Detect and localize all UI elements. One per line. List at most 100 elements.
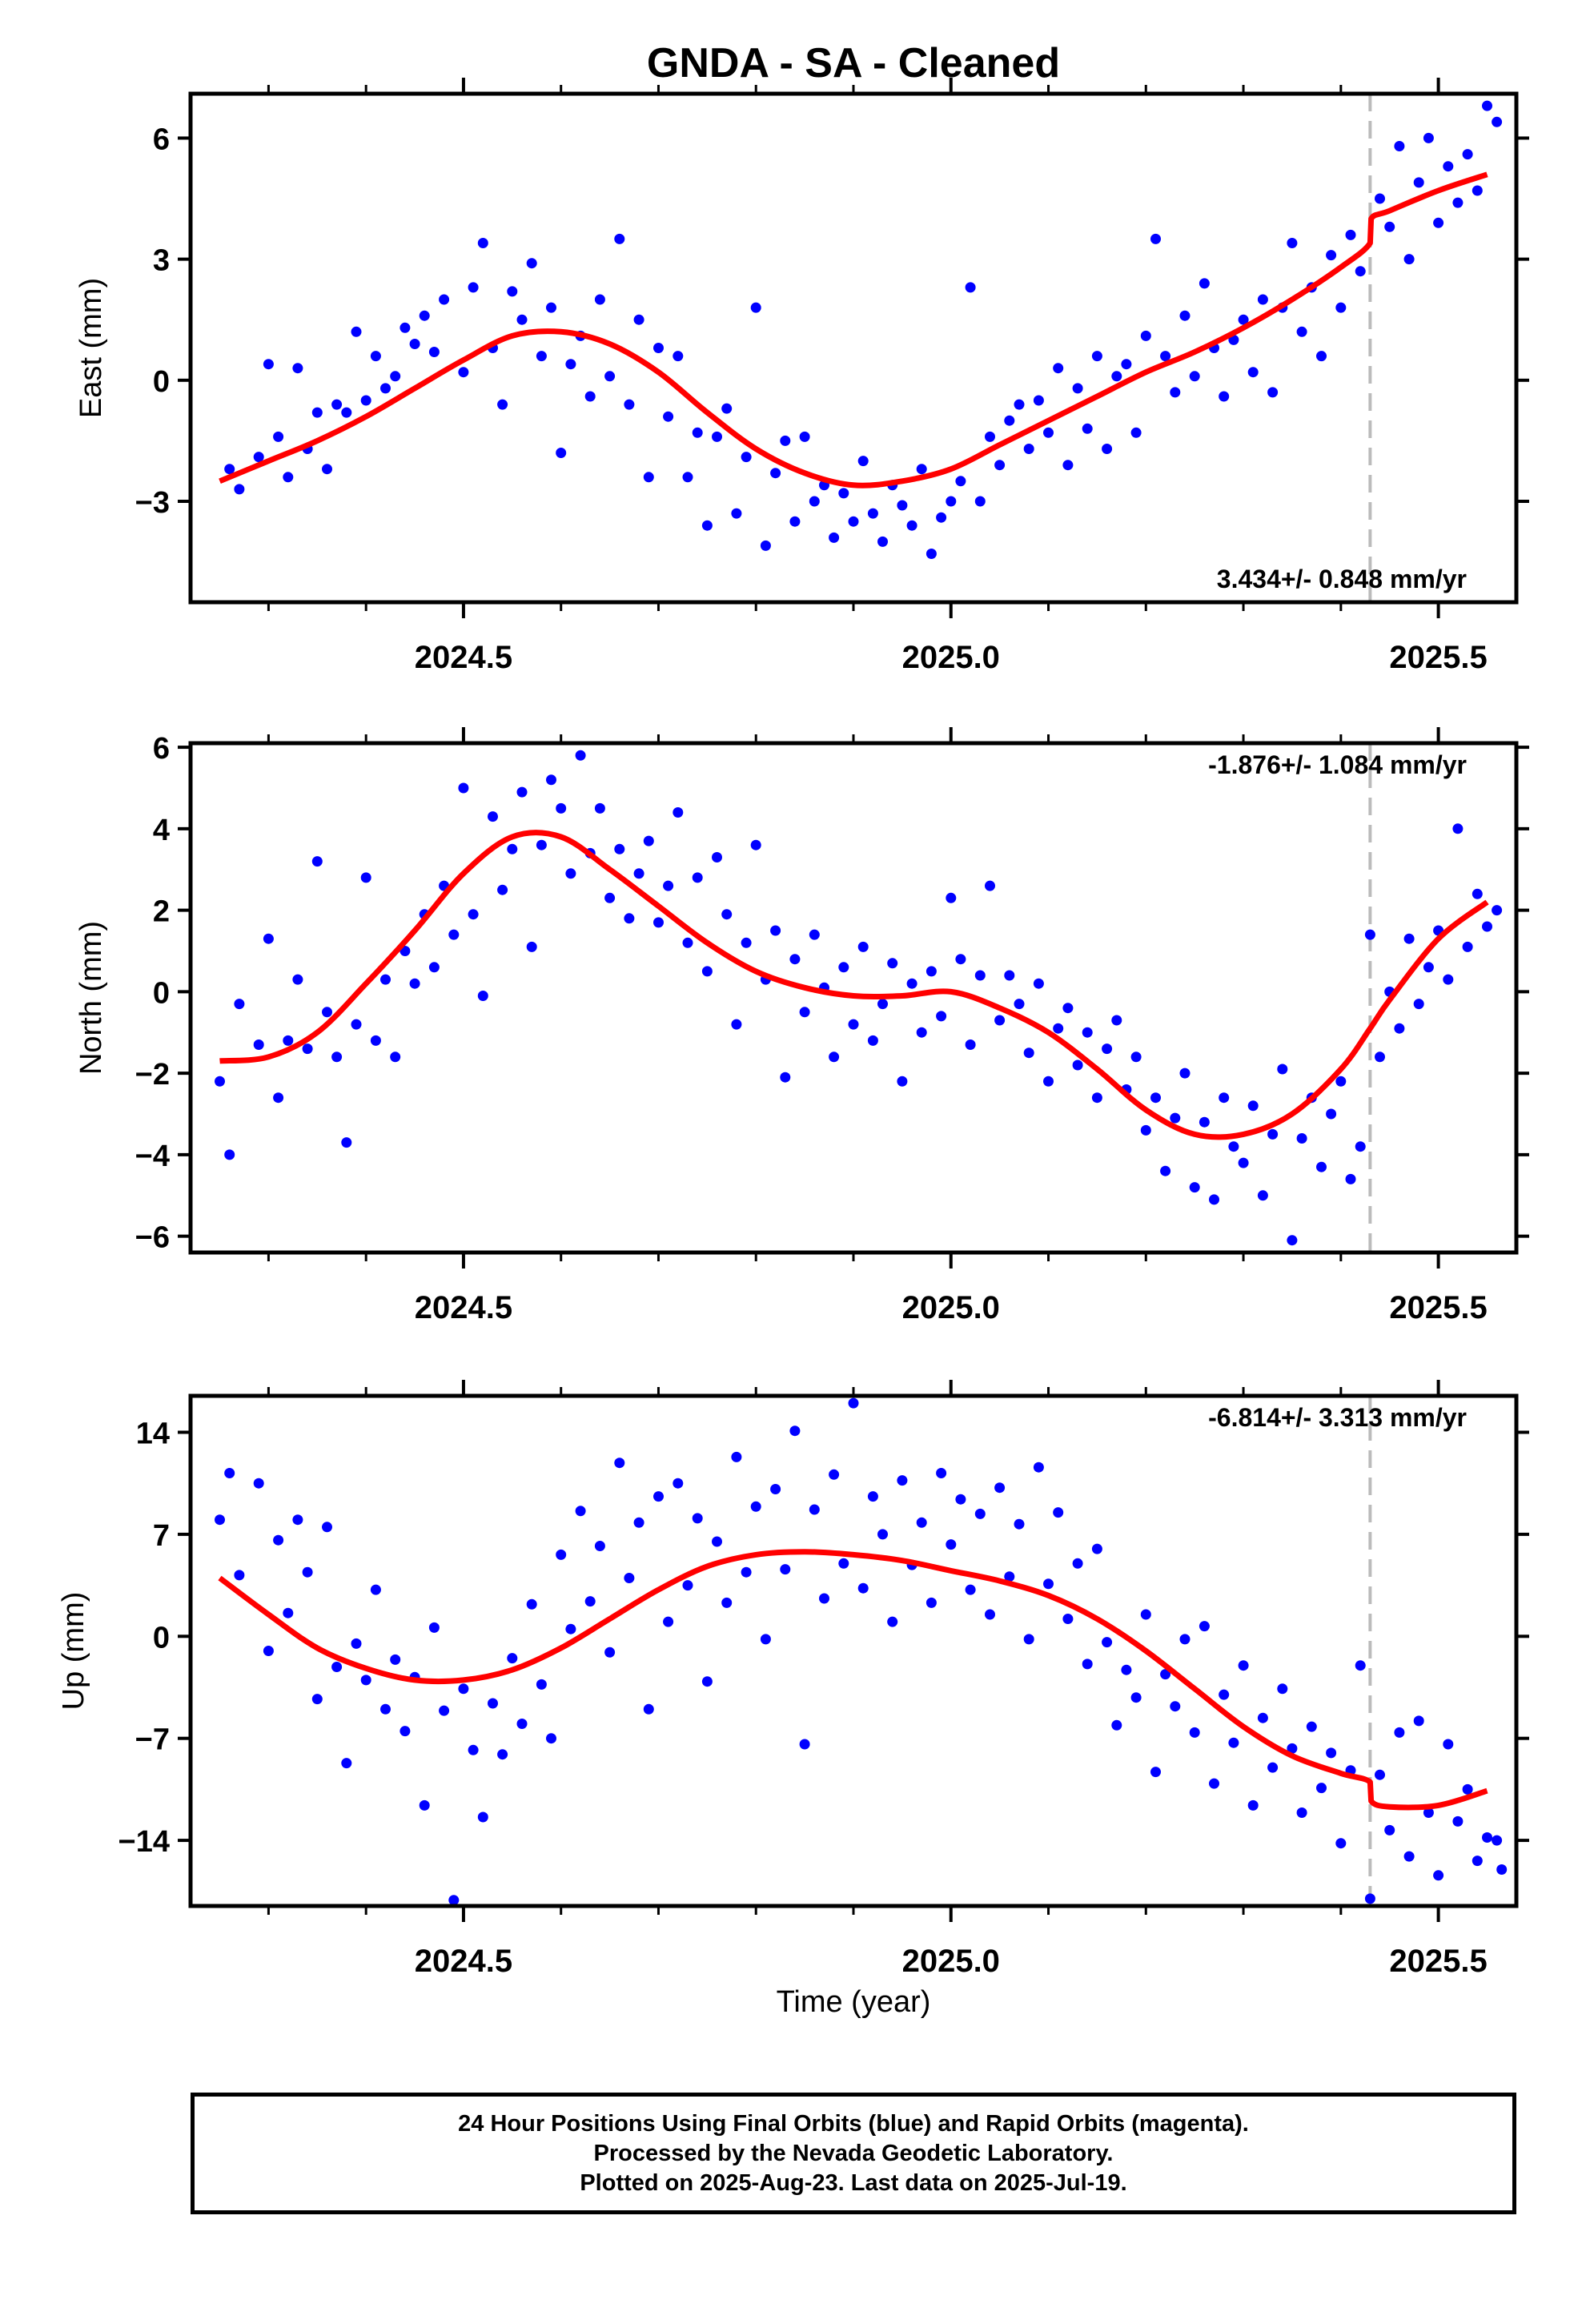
up-data-point [1306,1721,1317,1732]
east-data-point [1140,330,1151,341]
north-data-point [857,941,869,952]
east-data-point [1082,423,1093,434]
east-data-point [546,302,556,313]
east-data-point [955,476,966,487]
east-xtick-label: 2024.5 [415,640,512,675]
north-data-point [965,1039,976,1050]
east-data-point [1452,197,1464,208]
up-data-point [360,1675,371,1686]
up-data-point [1492,1835,1503,1846]
up-data-point [439,1705,450,1716]
east-data-point [1355,266,1366,277]
up-data-point [565,1623,576,1634]
east-xtick-label: 2025.0 [902,640,1000,675]
up-data-point [468,1744,479,1755]
up-data-point [1247,1799,1259,1811]
east-data-point [1413,177,1424,188]
east-ylabel: East (mm) [74,278,108,418]
up-data-point [614,1458,625,1469]
east-data-point [809,496,820,507]
north-data-point [1413,999,1424,1010]
north-data-point [311,856,323,867]
east-data-point [701,520,713,531]
east-data-point [916,464,927,475]
north-data-point [789,954,801,965]
east-data-point [604,371,616,382]
east-data-point [1345,229,1356,240]
north-data-point [215,1076,225,1087]
up-data-point [1102,1637,1113,1648]
north-data-point [273,1092,284,1104]
up-data-point [263,1646,274,1656]
up-data-point [331,1662,343,1672]
up-xtick-label: 2025.5 [1389,1944,1487,1979]
east-data-point [906,520,917,531]
east-data-point [633,314,644,325]
up-data-point [1130,1692,1142,1703]
east-data-point [1247,367,1259,378]
north-ytick-label: −6 [135,1221,170,1255]
up-data-point [1482,1832,1492,1843]
north-data-point [594,802,605,814]
east-data-point [946,496,957,507]
east-data-point [682,472,693,483]
north-data-point [1345,1173,1356,1184]
east-data-point [965,282,976,293]
east-rate-label: 3.434+/- 0.848 mm/yr [1217,565,1467,593]
north-data-point [234,999,245,1010]
north-data-point [283,1035,294,1046]
up-data-point [1375,1769,1385,1780]
east-data-point [1403,254,1415,265]
east-data-point [741,452,752,463]
time-axis-label: Time (year) [777,1985,931,2019]
east-data-point [1033,395,1044,406]
up-data-point [721,1597,733,1608]
north-data-point [565,868,576,879]
east-data-point [721,403,733,414]
east-data-point [351,326,362,337]
north-data-point [1364,929,1375,940]
up-rate-label: -6.814+/- 3.313 mm/yr [1208,1403,1467,1432]
east-data-point [1072,383,1083,394]
east-data-point [1121,359,1132,370]
east-panel: −3 0 3 6 2024.5 2025.0 2025.5 East (mm) 3.434+/-… [74,78,1529,675]
north-data-point [1023,1047,1034,1059]
north-data-point [1257,1190,1268,1201]
north-data-point [1423,962,1434,973]
north-data-point [370,1035,381,1046]
north-ytick-label: −2 [135,1058,170,1092]
up-points [215,1397,1508,1906]
east-data-point [273,431,284,442]
north-data-point [770,925,781,936]
north-data-point [1082,1027,1093,1038]
north-data-point [936,1011,947,1022]
east-data-point [390,371,401,382]
north-data-point [673,807,684,818]
north-data-point [575,750,586,761]
up-data-point [682,1580,693,1591]
north-data-point [1482,921,1492,932]
up-data-point [1189,1727,1200,1738]
north-data-point [488,811,498,822]
east-data-point [1219,391,1230,402]
up-data-point [1267,1762,1279,1773]
north-data-point [741,937,752,948]
east-data-point [1179,310,1191,321]
north-data-point [351,1019,362,1030]
up-data-point [428,1622,440,1633]
north-data-point [380,974,391,985]
east-data-point [877,536,888,547]
east-data-point [897,500,908,511]
east-data-point [760,540,771,551]
north-data-point [1091,1092,1102,1104]
north-data-point [302,1043,313,1055]
up-data-point [1111,1719,1122,1731]
footer-line-2: Processed by the Nevada Geodetic Laborat… [593,2140,1114,2166]
up-data-point [1355,1660,1366,1671]
up-data-point [1072,1558,1083,1569]
east-data-point [985,431,995,442]
north-xtick-label: 2024.5 [415,1290,512,1325]
east-data-point [428,347,440,357]
east-data-point [1384,221,1395,232]
east-data-point [263,359,274,370]
